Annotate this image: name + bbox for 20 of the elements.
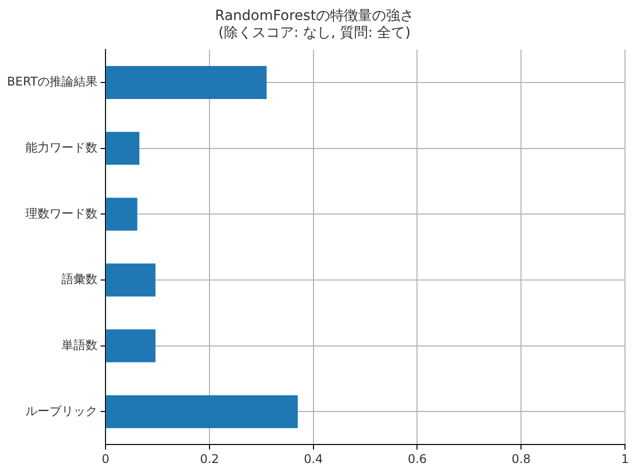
y-tick-label: 能力ワード数 <box>26 140 98 154</box>
y-tick-label: 理数ワード数 <box>26 206 98 220</box>
x-tick-label: 1 <box>621 452 629 466</box>
bar <box>106 132 140 165</box>
x-tick-label: 0.8 <box>512 452 531 466</box>
bar <box>106 66 267 99</box>
bar <box>106 395 298 428</box>
bar <box>106 329 156 362</box>
x-tick-label: 0.2 <box>200 452 220 466</box>
bar <box>106 264 156 296</box>
y-tick-label: 語彙数 <box>62 272 98 286</box>
y-tick-label: BERTの推論結果 <box>7 74 98 89</box>
chart-title: RandomForestの特徴量の強さ <box>215 8 414 24</box>
y-tick-label: 単語数 <box>62 338 98 352</box>
chart-subtitle: (除くスコア: なし, 質問: 全て) <box>218 24 411 41</box>
bar <box>106 198 138 231</box>
x-tick-label: 0.4 <box>304 452 323 466</box>
x-tick-label: 0 <box>102 452 110 466</box>
y-tick-label: ルーブリック <box>26 404 98 418</box>
x-tick-label: 0.6 <box>408 452 427 466</box>
